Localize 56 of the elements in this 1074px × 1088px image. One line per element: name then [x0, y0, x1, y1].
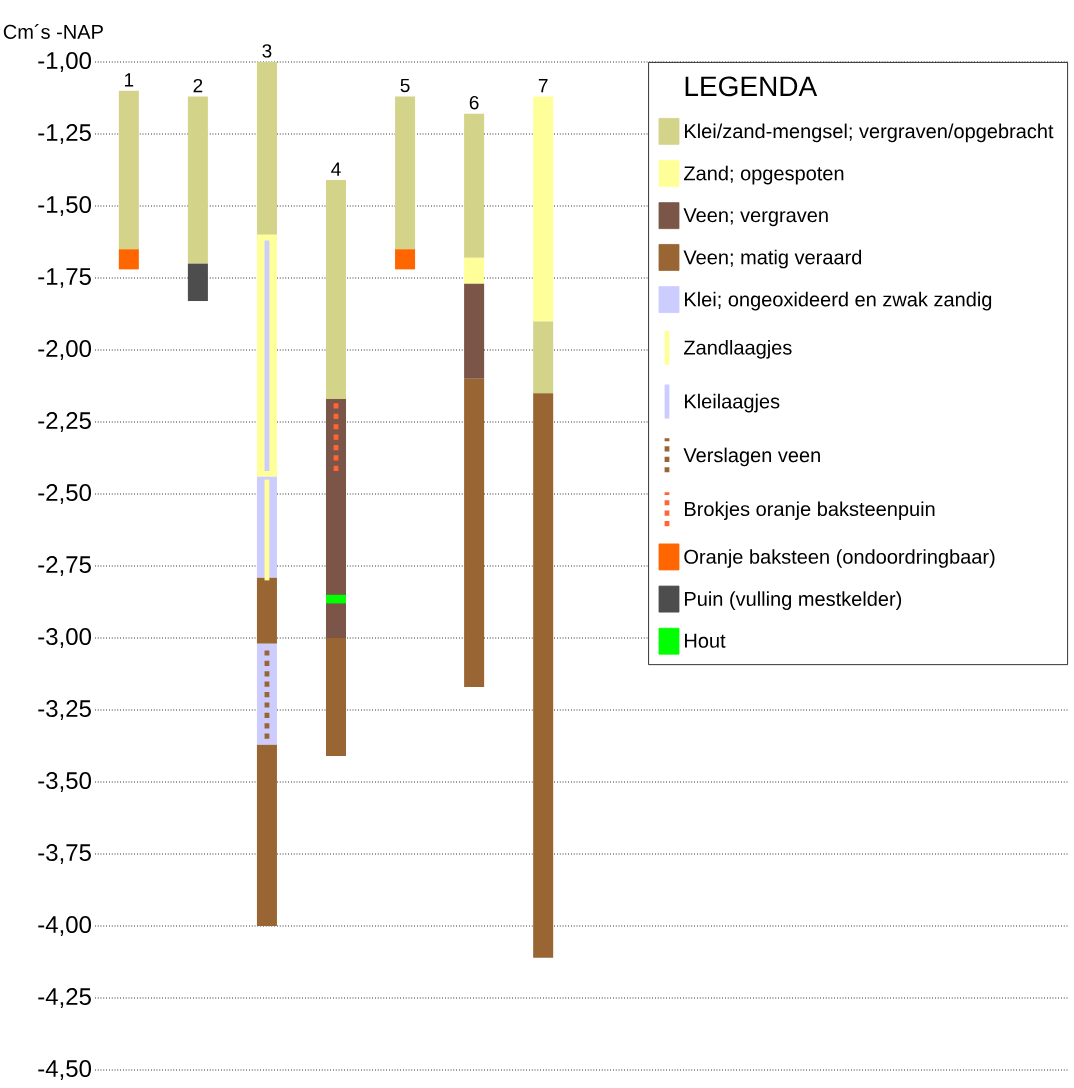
legend-title: LEGENDA — [685, 76, 818, 97]
bar — [325, 594, 347, 604]
bar — [187, 263, 208, 302]
legend-label: Zand; opgespoten — [684, 165, 844, 185]
y-tick-label: -2,25 — [38, 412, 91, 432]
legend-label: Hout — [685, 633, 726, 648]
y-tick-label: -3,00 — [38, 628, 91, 648]
y-tick-label: -3,25 — [38, 700, 91, 720]
x-tick-label: 7 — [538, 79, 548, 93]
x-tick-label: 1 — [125, 73, 134, 87]
bar — [395, 96, 416, 250]
legend-label: Zandlaagjes — [684, 340, 792, 359]
y-tick-label: -1,50 — [38, 196, 91, 216]
bar — [533, 393, 554, 958]
legend-label: Brokjes oranje baksteenpuin — [685, 501, 935, 521]
y-tick-label: -1,75 — [38, 268, 91, 288]
x-tick-label: 3 — [262, 44, 272, 58]
bar — [533, 96, 554, 322]
legend-label: Verslagen veen — [683, 447, 820, 467]
bar — [464, 283, 485, 379]
bar — [464, 257, 485, 284]
y-tick-label: -4,00 — [38, 916, 91, 936]
y-tick-label: -4,25 — [38, 988, 91, 1008]
x-tick-label: 2 — [193, 78, 203, 93]
y-tick-label: -3,50 — [38, 772, 91, 792]
legend-label: Puin (vulling mestkelder) — [685, 591, 902, 610]
bar — [325, 398, 347, 638]
legend-label: Veen; matig veraard — [683, 249, 862, 269]
x-tick-label: 5 — [400, 78, 410, 93]
bar — [256, 62, 277, 235]
bar — [464, 378, 485, 687]
legend-label: Veen; vergraven — [683, 208, 828, 227]
y-tick-label: -4,50 — [38, 1060, 91, 1080]
y-tick-label: -2,00 — [38, 340, 91, 360]
bar — [395, 249, 416, 270]
bar — [325, 638, 347, 757]
bar — [118, 249, 139, 270]
legend-label: Klei; ongeoxideerd en zwak zandig — [685, 291, 992, 311]
y-tick-label: -2,50 — [38, 484, 91, 504]
bar — [187, 96, 208, 264]
bar — [256, 744, 277, 926]
x-tick-label: 4 — [331, 162, 341, 176]
y-axis-title: Cm´s -NAP — [3, 24, 103, 39]
legend-label: Klei/zand-mengsel; vergraven/opgebracht — [685, 123, 1054, 143]
y-tick-label: -3,75 — [38, 844, 91, 864]
legend-label: Kleilaagjes — [685, 393, 780, 413]
bar — [533, 321, 554, 394]
y-tick-label: -1,00 — [38, 52, 91, 72]
bar — [256, 577, 277, 644]
bar — [464, 113, 485, 258]
bar — [118, 90, 139, 250]
bar — [325, 180, 347, 399]
y-tick-label: -2,75 — [38, 556, 91, 576]
legend-label: Oranje baksteen (ondoordringbaar) — [684, 549, 995, 568]
x-tick-label: 6 — [469, 95, 479, 110]
y-tick-label: -1,25 — [38, 124, 91, 144]
